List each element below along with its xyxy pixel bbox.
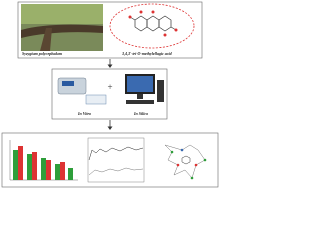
bar-chart-thumbnail xyxy=(9,140,78,181)
keyboard xyxy=(126,100,154,104)
plus-sign: + xyxy=(107,82,112,92)
arrow-head xyxy=(107,126,113,130)
line-plot-thumbnail xyxy=(87,137,145,183)
photo-branch xyxy=(21,24,103,38)
oxygen-atoms xyxy=(128,10,178,37)
graphical-abstract: Syzygium polycephalum 3,4,3'-tri-O-methy… xyxy=(1,1,219,188)
photo-foliage xyxy=(21,4,103,24)
compound-label: 3,4,3'-tri-O-methylellagic acid xyxy=(121,51,173,56)
well-plate xyxy=(85,94,107,105)
reader-screen xyxy=(62,81,74,86)
monitor-stand xyxy=(137,94,143,99)
docking-thumbnail xyxy=(164,144,207,180)
compound-highlight xyxy=(109,3,195,49)
arrow-head xyxy=(107,64,113,68)
in-vitro-label: In Vitro xyxy=(77,111,91,116)
tower xyxy=(157,80,164,102)
molecule-structure xyxy=(129,15,177,32)
species-label: Syzygium polycephalum xyxy=(22,51,62,56)
monitor-screen xyxy=(127,76,153,92)
in-silico-label: In Silico xyxy=(133,111,148,116)
photo-trunk xyxy=(40,28,52,51)
